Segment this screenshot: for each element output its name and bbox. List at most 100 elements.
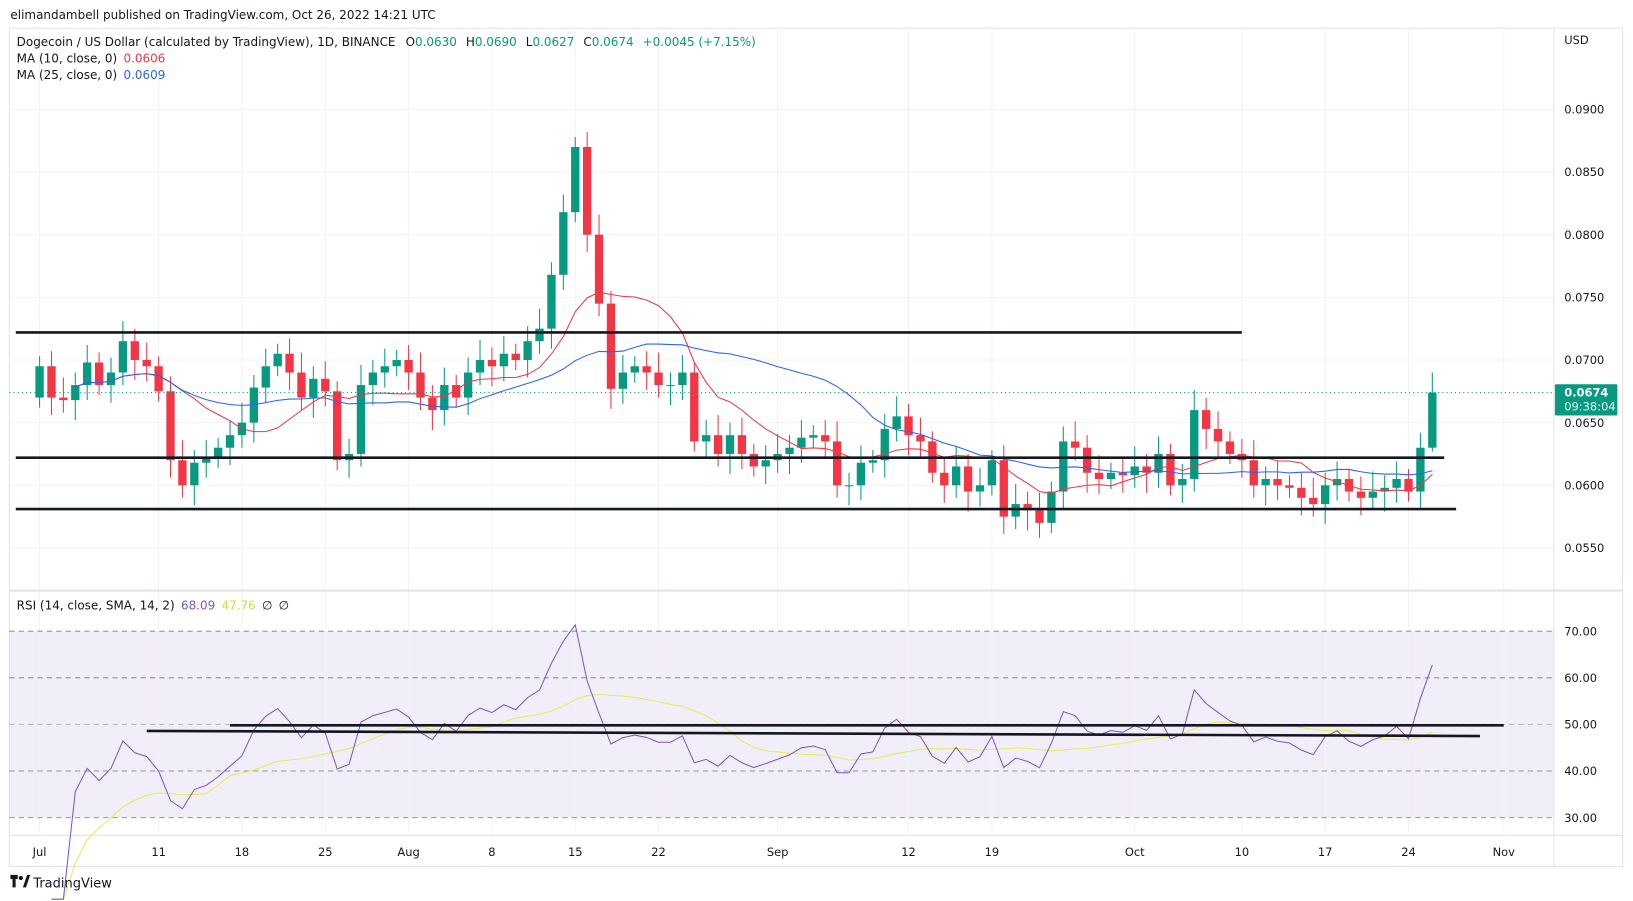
time-tick-label: Sep xyxy=(767,845,789,859)
candle-up xyxy=(547,262,556,349)
candle-up xyxy=(809,425,818,448)
candle-body xyxy=(832,441,842,486)
candle-body xyxy=(1071,441,1080,448)
candle-body xyxy=(83,362,92,386)
high-value: 0.0690 xyxy=(475,35,517,49)
tradingview-logo[interactable]: TradingView xyxy=(10,874,112,891)
candle-up xyxy=(773,433,782,473)
candle-down xyxy=(642,351,651,391)
close-value: 0.0674 xyxy=(592,35,634,49)
candle-body xyxy=(178,460,187,486)
candle-body xyxy=(249,387,259,423)
candle-up xyxy=(356,365,366,467)
candle-body xyxy=(1059,441,1068,492)
candle-down xyxy=(94,352,104,396)
time-tick-label: Aug xyxy=(397,845,419,859)
ma25-legend[interactable]: MA (25, close, 0) 0.0609 xyxy=(17,68,166,82)
candle-body xyxy=(1178,479,1187,486)
candle-down xyxy=(594,214,604,317)
candle-down xyxy=(582,131,592,253)
candle-down xyxy=(1249,440,1258,498)
candle-up xyxy=(237,402,247,448)
bar-countdown: 09:38:04 xyxy=(1564,399,1615,413)
candle-body xyxy=(963,466,973,492)
candle-body xyxy=(1428,392,1437,448)
price-tick-label: 0.0700 xyxy=(1564,353,1604,367)
candle-body xyxy=(475,359,485,373)
candle-up xyxy=(880,413,889,478)
candle-up xyxy=(1321,472,1330,525)
candle-up xyxy=(83,344,92,401)
candle-up xyxy=(892,396,901,442)
candle-body xyxy=(975,485,985,492)
ma10-line xyxy=(75,291,1433,494)
rsi-label: RSI (14, close, SMA, 14, 2) xyxy=(17,598,175,612)
horizontal-trendline[interactable] xyxy=(146,729,1480,738)
rsi-tick-label: 70.00 xyxy=(1564,624,1597,638)
candle-up xyxy=(463,357,473,416)
legend-symbol: Dogecoin / US Dollar (calculated by Trad… xyxy=(17,35,396,49)
candle-up xyxy=(71,372,80,421)
candle-body xyxy=(654,372,663,386)
candle-up xyxy=(630,356,639,383)
candle-body xyxy=(868,460,878,463)
candle-body xyxy=(809,435,818,438)
candle-up xyxy=(392,349,401,377)
time-tick-label: 25 xyxy=(318,845,333,859)
candle-down xyxy=(999,445,1008,535)
candle-body xyxy=(285,353,294,373)
candle-up xyxy=(475,339,485,386)
candle-body xyxy=(737,435,747,454)
low-value: 0.0627 xyxy=(532,35,574,49)
rsi-legend[interactable]: RSI (14, close, SMA, 14, 2) 68.09 47.76 ∅ ∅ xyxy=(17,598,289,612)
candle-down xyxy=(749,443,758,477)
candle-down xyxy=(737,417,747,469)
candle-up xyxy=(952,446,961,498)
candle-body xyxy=(321,378,330,392)
candle-body xyxy=(594,234,604,304)
candle-body xyxy=(1035,510,1044,523)
candle-body xyxy=(1392,479,1401,488)
candle-down xyxy=(416,352,425,411)
candle-body xyxy=(785,447,794,454)
ma10-legend[interactable]: MA (10, close, 0) 0.0606 xyxy=(17,52,166,66)
candle-body xyxy=(630,366,639,373)
candle-body xyxy=(1094,472,1104,480)
price-tick-label: 0.0650 xyxy=(1564,416,1604,430)
candle-body xyxy=(618,372,628,389)
candle-body xyxy=(761,460,770,467)
candle-up xyxy=(273,343,282,377)
candle-up xyxy=(666,372,675,406)
candle-body xyxy=(94,362,104,386)
candle-down xyxy=(654,352,663,398)
low-label: L xyxy=(526,35,533,49)
ma10-label: MA (10, close, 0) xyxy=(17,52,118,66)
candle-body xyxy=(273,353,282,367)
candle-up xyxy=(1154,436,1163,488)
candle-up xyxy=(309,366,318,418)
candle-up xyxy=(523,326,532,378)
drawn-trendlines[interactable] xyxy=(15,331,1504,738)
candle-up xyxy=(1130,446,1139,488)
candle-down xyxy=(963,453,973,512)
time-tick-label: 22 xyxy=(651,845,666,859)
candle-up xyxy=(725,422,735,475)
candle-up xyxy=(1190,390,1199,492)
candle-body xyxy=(559,212,568,275)
candle-body xyxy=(702,435,711,442)
candle-body xyxy=(452,385,461,398)
candle-down xyxy=(321,361,330,407)
candle-body xyxy=(106,372,116,386)
rsi-line xyxy=(51,623,1433,900)
rsi-sma-value: 47.76 xyxy=(221,598,255,612)
candle-body xyxy=(1261,479,1270,486)
candle-up xyxy=(1392,461,1401,503)
candle-down xyxy=(1094,455,1104,495)
time-tick-label: 10 xyxy=(1235,845,1250,859)
candle-down xyxy=(1023,491,1032,531)
candle-body xyxy=(297,372,306,398)
candle-down xyxy=(59,377,68,413)
candle-down xyxy=(1285,475,1294,498)
candle-up xyxy=(702,420,711,459)
